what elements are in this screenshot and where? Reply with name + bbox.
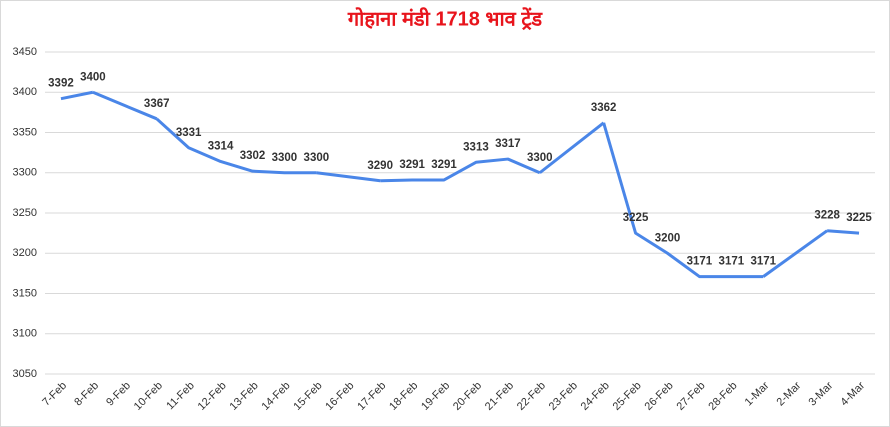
- y-tick-label: 3100: [13, 328, 37, 340]
- line: [380, 157, 541, 183]
- gap-connector: [92, 90, 158, 121]
- data-label: 3300: [527, 152, 553, 164]
- y-tick-label: 3300: [13, 167, 37, 179]
- y-tick-label: 3200: [13, 247, 37, 259]
- data-label: 3200: [655, 232, 681, 244]
- data-label: 3290: [367, 160, 393, 172]
- y-tick-label: 3250: [13, 207, 37, 219]
- data-label: 3171: [750, 256, 776, 268]
- data-label: 3291: [431, 159, 457, 171]
- data-label: 3171: [687, 256, 713, 268]
- data-label: 3392: [48, 78, 74, 90]
- data-label: 3171: [719, 256, 745, 268]
- data-label: 3367: [144, 98, 170, 110]
- y-tick-label: 3400: [13, 86, 37, 98]
- data-label: 3225: [846, 212, 872, 224]
- y-tick-label: 3350: [13, 126, 37, 138]
- line: [155, 117, 317, 175]
- y-tick-label: 3050: [13, 368, 37, 380]
- data-label: 3313: [463, 141, 489, 153]
- data-label: 3300: [304, 152, 330, 164]
- line: [602, 122, 764, 279]
- y-tick-label: 3450: [13, 46, 37, 58]
- data-label: 3300: [272, 152, 298, 164]
- gap-connector: [316, 171, 381, 183]
- y-tick-label: 3150: [13, 287, 37, 299]
- line: [827, 229, 860, 235]
- data-label: 3291: [399, 159, 425, 171]
- data-label: 3317: [495, 138, 521, 150]
- data-label: 3228: [814, 210, 840, 222]
- data-label: 3225: [623, 212, 649, 224]
- data-label: 3302: [240, 150, 266, 162]
- chart-title: गोहाना मंडी 1718 भाव ट्रेंड: [347, 6, 544, 30]
- data-label: 3331: [176, 127, 202, 139]
- gap-connector: [538, 121, 605, 174]
- data-label: 3400: [80, 71, 106, 83]
- line: [60, 90, 94, 101]
- data-label: 3314: [208, 141, 234, 153]
- data-label: 3362: [591, 102, 617, 114]
- gap-connector: [762, 229, 828, 278]
